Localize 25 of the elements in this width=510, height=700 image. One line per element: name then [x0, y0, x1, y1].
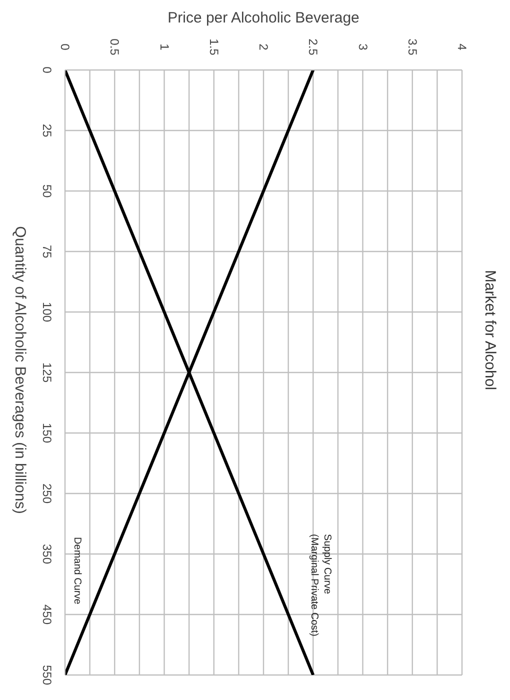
text: Demand Curve: [71, 537, 82, 605]
x-tick-label: 4: [455, 44, 469, 51]
y-axis-title: Quantity of Alcoholic Beverages (in billions): [12, 226, 28, 514]
y-tick-label: 125: [40, 362, 54, 383]
y-tick-label: 250: [40, 483, 54, 504]
x-tick-label: 0: [58, 44, 72, 51]
x-tick-label: 1.5: [206, 38, 221, 56]
y-tick-label: 450: [40, 604, 54, 625]
y-tick-label: 75: [40, 244, 54, 258]
x-axis-title: Price per Alcoholic Beverage: [168, 10, 360, 26]
y-tick-label: 0: [40, 66, 54, 74]
text: Market for Alcohol: [482, 270, 498, 390]
x-tick-label: 3: [356, 44, 370, 51]
y-tick-label: 25: [40, 124, 54, 138]
y-tick-label: 350: [40, 544, 54, 564]
y-tick-label: 150: [40, 422, 54, 444]
x-tick-label: 0.5: [108, 38, 122, 56]
y-tick-label: 550: [40, 664, 54, 686]
y-tick-label: 100: [40, 302, 54, 322]
x-tick-label: 3.5: [405, 38, 420, 56]
text: Supply Curve (Marginal Private Cost): [308, 534, 333, 636]
x-tick-label: 1: [157, 44, 172, 51]
x-tick-label: 2.5: [306, 38, 320, 56]
x-tick-label: 2: [256, 44, 270, 51]
y-tick-label: 50: [40, 184, 54, 198]
